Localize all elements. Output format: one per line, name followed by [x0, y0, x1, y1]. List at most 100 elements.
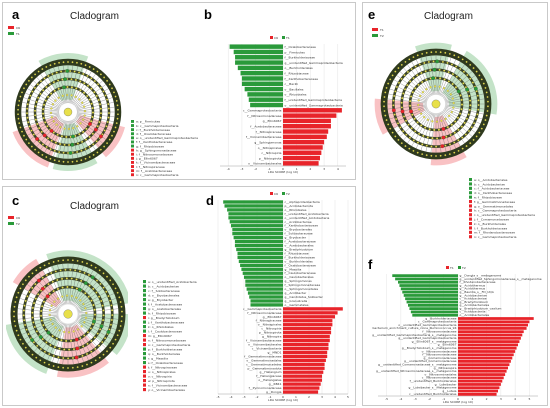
- a-node: [99, 103, 102, 106]
- a-node: [88, 145, 91, 148]
- c-node: [102, 309, 105, 312]
- c-node: [60, 339, 63, 342]
- a-node: [49, 148, 52, 151]
- a-node: [116, 113, 119, 116]
- c-branch: [74, 321, 103, 353]
- e-node: [404, 119, 408, 122]
- e-node: [394, 135, 397, 138]
- e-node: [465, 145, 468, 148]
- a-legend-item-5: f: f__Xanthobacteraceae: [136, 140, 172, 144]
- e-node: [408, 147, 411, 150]
- c-node: [106, 350, 109, 353]
- e-branch: [444, 108, 479, 129]
- a-biomarker-node-3-2: [99, 134, 103, 139]
- a-node: [31, 90, 34, 93]
- a-node: [50, 92, 53, 95]
- d-bar-45: [283, 378, 322, 382]
- f-bar-label-2: f__Rhodanobacteraceae: [460, 280, 496, 284]
- c-node: [98, 295, 101, 298]
- c-node: [114, 338, 117, 341]
- b-tick-label: 2: [309, 167, 311, 171]
- cladogram-e-title: Cladogram: [424, 11, 473, 22]
- c-node: [91, 322, 95, 326]
- c-node: [13, 305, 16, 308]
- d-bar-label-47: f__Pyrinomonadaceae: [249, 386, 282, 390]
- e-branch: [411, 61, 432, 96]
- c-legend-swatch-7: [143, 311, 146, 315]
- f-bar-1: [395, 277, 458, 281]
- a-node: [41, 68, 44, 71]
- b-tick-label: -4: [227, 167, 230, 171]
- c-node: [76, 328, 80, 331]
- f-bar-label-18: g__unidentified_Gammaproteobacteria_s__m…: [372, 333, 457, 337]
- c-node: [86, 342, 89, 345]
- a-branch: [69, 65, 79, 104]
- e-group-swatch-1: [372, 34, 378, 37]
- a-node: [30, 129, 33, 132]
- d-bar-label-19: o__Caulobacterales: [285, 275, 315, 279]
- e-branch: [420, 56, 434, 96]
- c-node: [54, 270, 57, 273]
- e-node: [438, 85, 441, 88]
- c-legend-item-11: l: f__Caulobacteraceae: [148, 329, 182, 333]
- e-branch: [442, 110, 470, 141]
- e-node: [445, 135, 448, 138]
- c-legend-swatch-16: [143, 352, 146, 356]
- f-bar-label-34: g__Luteibacter_s__metagenome: [408, 386, 456, 390]
- d-bar-0: [223, 200, 283, 204]
- b-bar-label-3: g__unidentified_Gammaproteobacteria: [285, 61, 343, 65]
- e-node: [383, 105, 386, 108]
- a-node: [37, 70, 40, 73]
- b-tick-label: 0: [282, 167, 284, 171]
- c-node: [48, 353, 51, 356]
- c-node: [71, 259, 74, 262]
- f-bar-12: [412, 313, 458, 317]
- f-legend-label-1: T2: [461, 266, 466, 270]
- e-node: [417, 83, 420, 86]
- e-node: [457, 139, 460, 142]
- f-bar-21: [458, 343, 518, 347]
- c-branch: [42, 269, 64, 306]
- a-node: [83, 105, 86, 108]
- a-legend-swatch-4: [131, 136, 134, 140]
- d-bar-label-41: c__Gemmatimonadetes: [246, 362, 282, 366]
- f-tick-label: -2: [428, 397, 431, 401]
- e-legend-item-7: h: c__Gammaproteobacteria: [474, 209, 517, 213]
- a-node: [42, 117, 45, 120]
- a-node: [71, 160, 74, 163]
- d-tick-label: 3: [321, 395, 323, 399]
- a-node: [79, 89, 82, 92]
- a-node: [116, 108, 119, 111]
- e-node: [469, 142, 472, 145]
- a-node: [58, 151, 61, 154]
- e-node: [448, 52, 451, 55]
- e-node: [400, 106, 403, 109]
- d-bar-14: [237, 255, 283, 260]
- e-node: [421, 153, 424, 156]
- e-node: [447, 71, 450, 74]
- e-biomarker-node-3-1: [400, 109, 405, 114]
- e-node: [478, 131, 481, 134]
- c-node: [42, 300, 46, 303]
- a-node: [114, 126, 117, 129]
- c-legend-item-17: r: g__Massilia: [148, 356, 168, 360]
- a-node: [76, 150, 79, 154]
- a-node: [70, 94, 73, 97]
- e-node: [455, 75, 458, 78]
- a-legend-item-6: g: f__Rhizobiaceae: [136, 144, 164, 148]
- c-node: [15, 329, 18, 332]
- e-node: [400, 63, 403, 66]
- c-node: [84, 307, 87, 310]
- c-node: [31, 286, 34, 289]
- cladogram-c-title: Cladogram: [70, 201, 119, 212]
- d-bar-44: [283, 374, 322, 378]
- c-group-swatch-0: [8, 216, 14, 219]
- b-bar-12: [283, 108, 342, 113]
- c-legend-item-9: j: f__Xanthobacteraceae: [147, 320, 184, 324]
- c-node: [48, 262, 51, 265]
- a-biomarker-node-3-0: [88, 122, 92, 126]
- d-bar-48: [283, 390, 319, 394]
- e-node: [424, 70, 427, 73]
- a-node: [113, 130, 115, 133]
- e-branch: [439, 112, 457, 150]
